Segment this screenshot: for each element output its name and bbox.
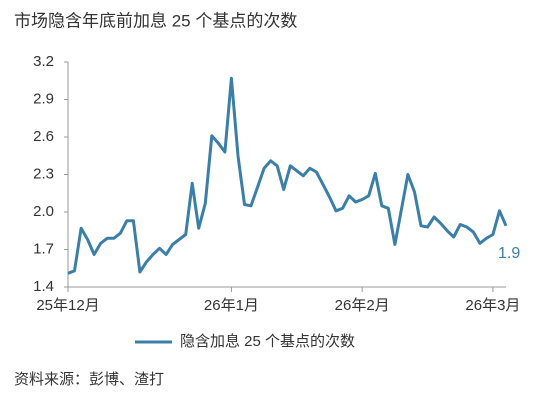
source-note: 资料来源：彭博、渣打: [14, 371, 164, 388]
x-tick-label: 25年12月: [36, 297, 99, 314]
y-tick-label: 2.6: [33, 128, 54, 145]
series-line: [67, 76, 508, 275]
y-tick-label: 1.4: [33, 278, 54, 295]
y-tick-label: 2.3: [33, 165, 54, 182]
x-tick-label: 26年2月: [335, 297, 390, 314]
x-tick-label: 26年3月: [465, 297, 520, 314]
y-tick-label: 2.9: [33, 90, 54, 107]
legend-label: 隐含加息 25 个基点的次数: [180, 333, 355, 350]
x-tick-label: 26年1月: [204, 297, 259, 314]
value-label: 1.9: [498, 245, 520, 262]
y-tick-label: 1.7: [33, 240, 54, 257]
y-tick-label: 3.2: [33, 53, 54, 70]
y-tick-label: 2.0: [33, 203, 54, 220]
chart-title: 市场隐含年底前加息 25 个基点的次数: [14, 11, 297, 30]
